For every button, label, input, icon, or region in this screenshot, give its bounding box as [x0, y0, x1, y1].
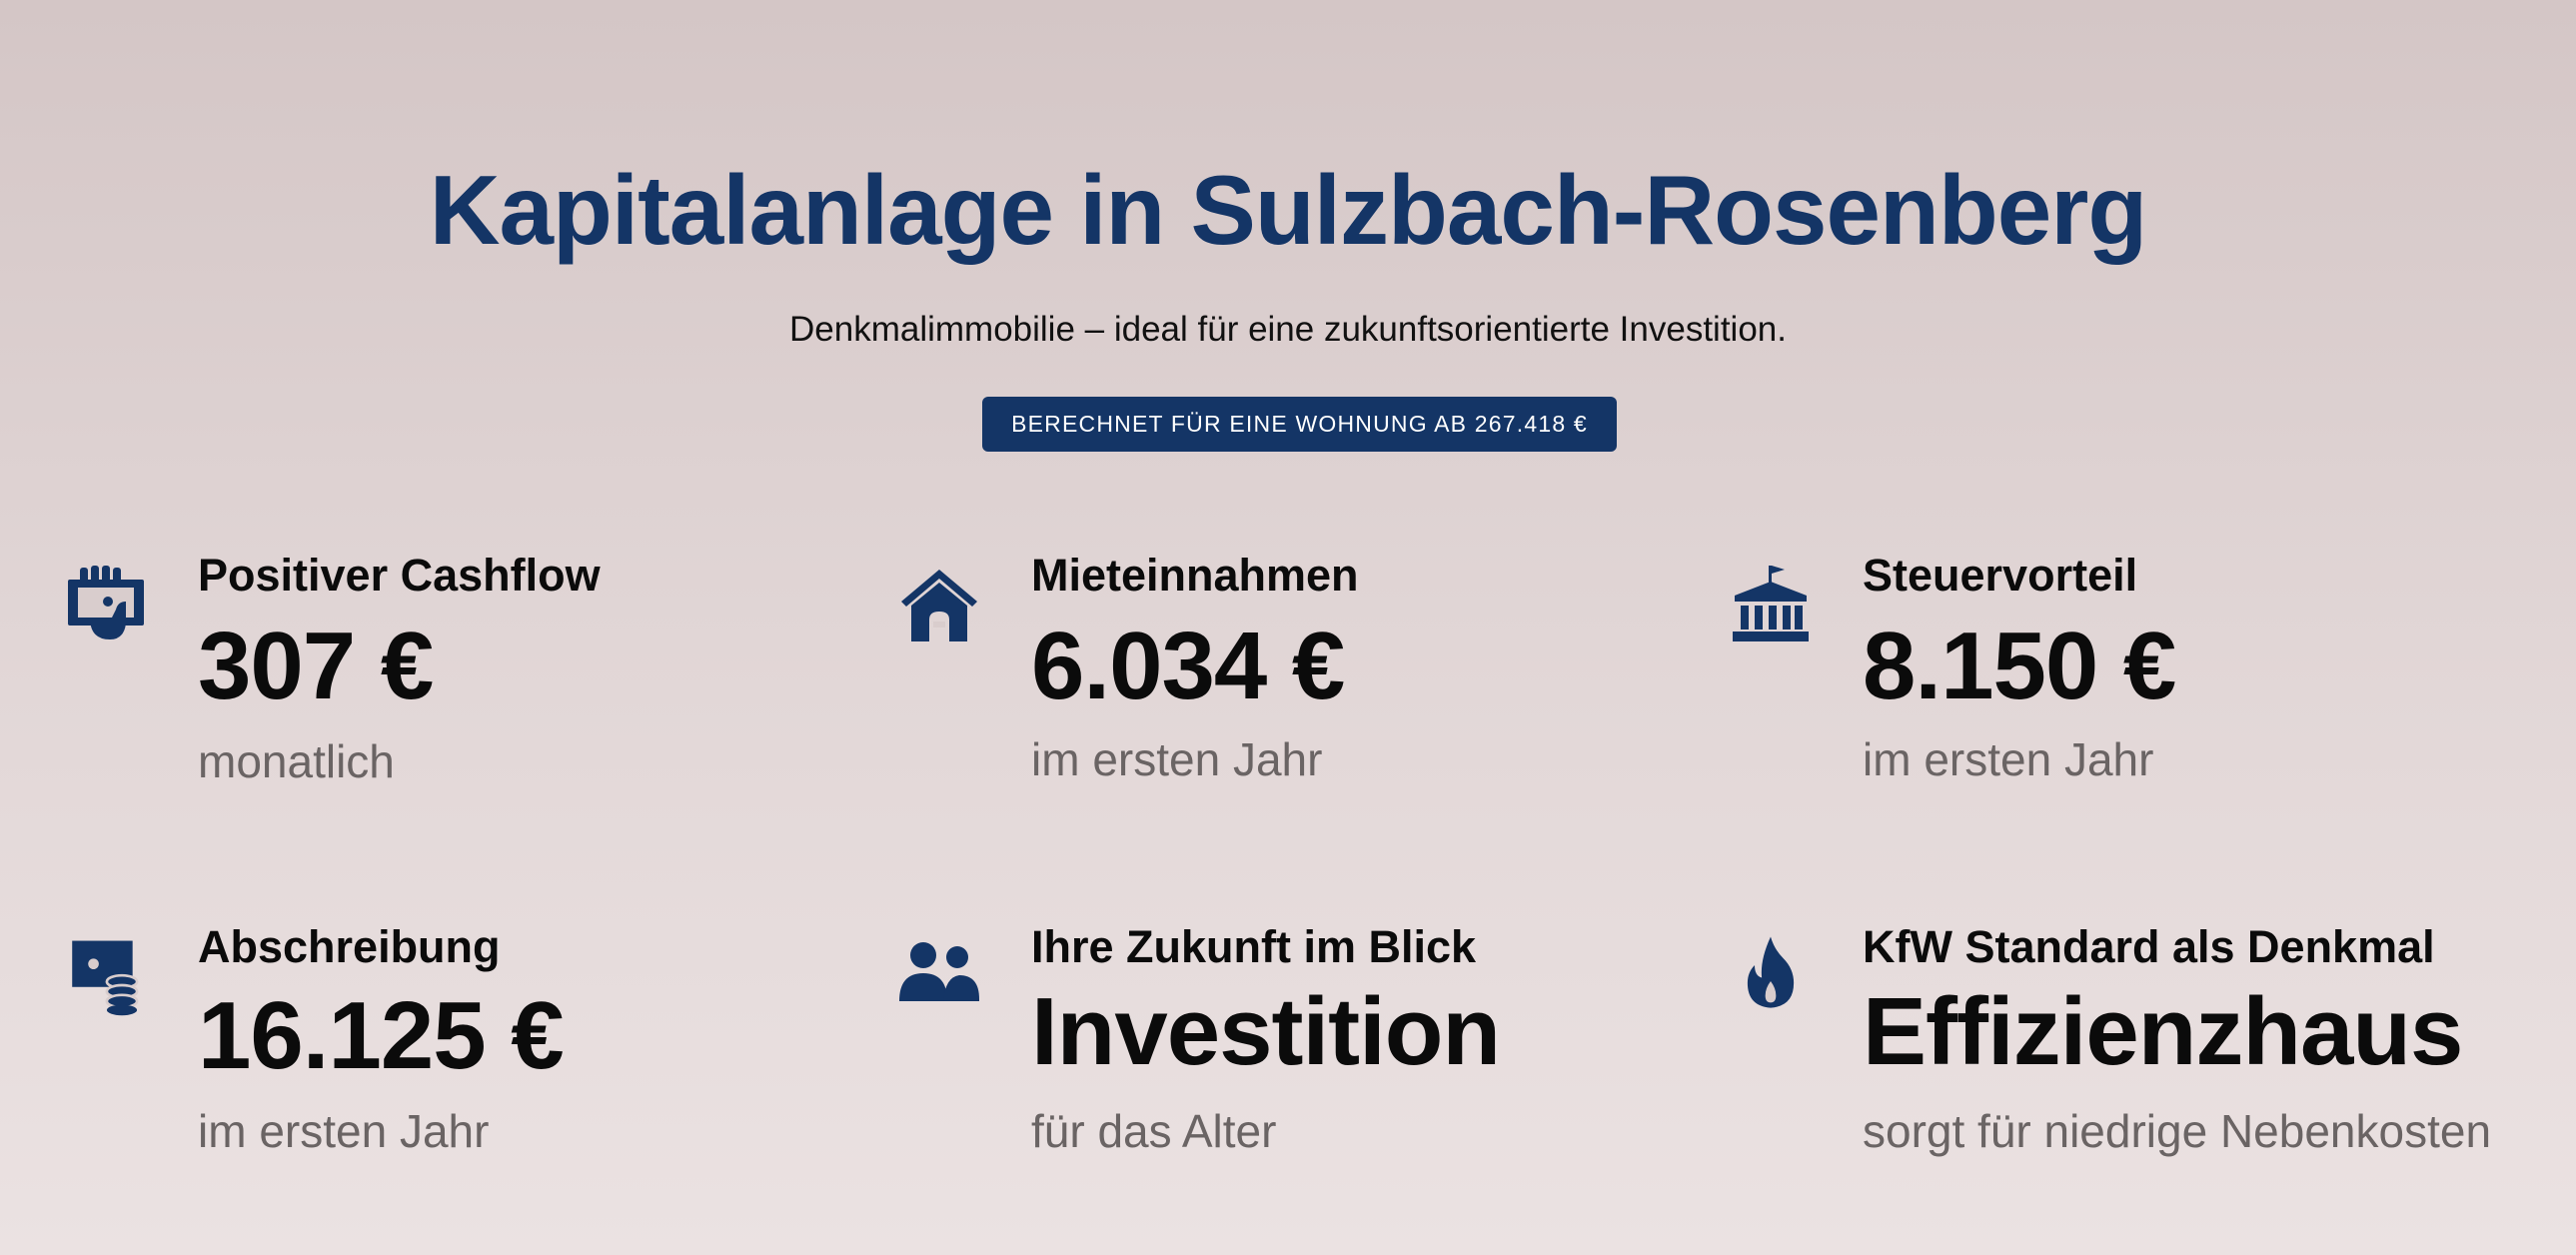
feature-note: im ersten Jahr — [1863, 733, 2154, 785]
money-coins-icon — [66, 937, 146, 1017]
feature-note: monatlich — [198, 735, 395, 787]
page-title: Kapitalanlage in Sulzbach-Rosenberg — [429, 155, 2147, 265]
house-icon — [899, 566, 979, 645]
page-subtitle: Denkmalimmobilie – ideal für eine zukunf… — [789, 310, 1787, 349]
feature-heading: Abschreibung — [198, 921, 501, 972]
feature-note: im ersten Jahr — [1031, 733, 1323, 785]
feature-value: 8.150 € — [1863, 613, 2176, 719]
feature-note: sorgt für niedrige Nebenkosten — [1863, 1105, 2492, 1157]
building-columns-icon — [1731, 564, 1811, 643]
price-badge: BERECHNET FÜR EINE WOHNUNG AB 267.418 € — [982, 397, 1617, 452]
feature-future: Ihre Zukunft im Blick Investition für da… — [899, 919, 1679, 1179]
feature-value: Investition — [1031, 978, 1501, 1085]
feature-depreciation: Abschreibung 16.125 € im ersten Jahr — [66, 919, 825, 1179]
feature-heading: Positiver Cashflow — [198, 550, 601, 601]
feature-note: für das Alter — [1031, 1105, 1277, 1157]
feature-heading: Steuervorteil — [1863, 550, 2138, 601]
feature-heading: Mieteinnahmen — [1031, 550, 1359, 601]
feature-value: Effizienzhaus — [1863, 978, 2463, 1085]
feature-rental-income: Mieteinnahmen 6.034 € im ersten Jahr — [899, 548, 1659, 807]
feature-heading: KfW Standard als Denkmal — [1863, 921, 2435, 972]
feature-heading: Ihre Zukunft im Blick — [1031, 921, 1477, 972]
fire-icon — [1731, 933, 1811, 1013]
feature-value: 307 € — [198, 613, 434, 719]
feature-value: 6.034 € — [1031, 613, 1345, 719]
users-icon — [899, 935, 979, 1015]
feature-kfw-standard: KfW Standard als Denkmal Effizienzhaus s… — [1731, 919, 2550, 1179]
cashflow-icon — [66, 562, 146, 641]
feature-cashflow: Positiver Cashflow 307 € monatlich — [66, 548, 825, 807]
feature-tax-advantage: Steuervorteil 8.150 € im ersten Jahr — [1731, 548, 2530, 807]
feature-value: 16.125 € — [198, 982, 565, 1089]
feature-note: im ersten Jahr — [198, 1105, 490, 1157]
